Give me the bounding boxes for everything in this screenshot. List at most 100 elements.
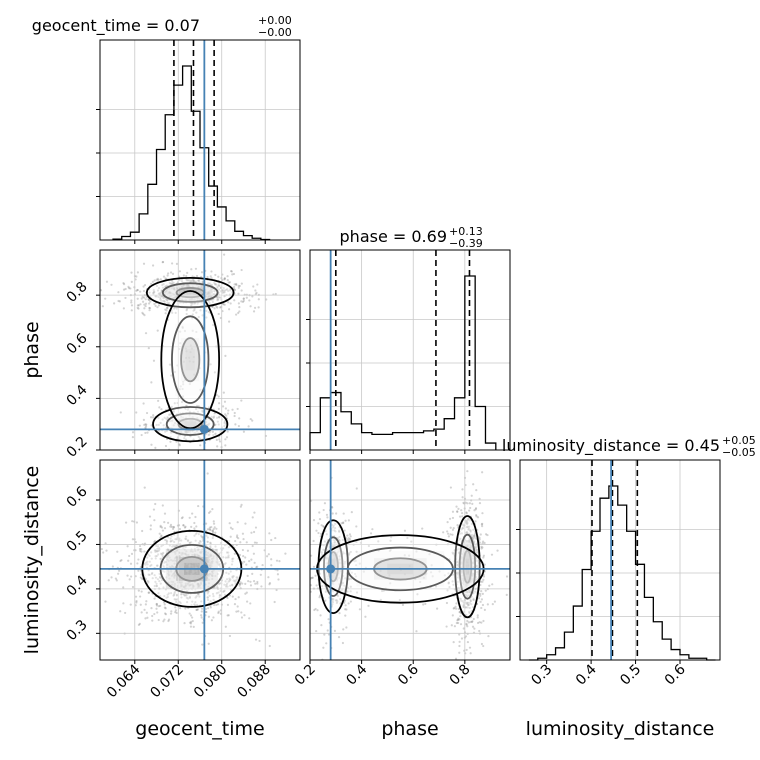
sample-point xyxy=(161,295,164,298)
sample-point xyxy=(179,385,182,388)
sample-point xyxy=(214,282,217,286)
sample-point xyxy=(468,564,471,567)
sample-point xyxy=(185,431,188,434)
sample-point xyxy=(468,611,471,615)
sample-point xyxy=(152,414,155,417)
sample-point xyxy=(332,590,335,593)
sample-point xyxy=(168,363,172,366)
sample-point xyxy=(233,580,236,583)
sample-point xyxy=(465,571,468,574)
sample-point xyxy=(318,511,321,514)
sample-point xyxy=(134,540,137,544)
sample-point xyxy=(225,583,228,587)
sample-point xyxy=(229,578,232,581)
sample-point xyxy=(188,596,192,599)
sample-point xyxy=(192,558,195,561)
sample-point xyxy=(228,281,231,284)
sample-point xyxy=(175,611,178,615)
quantile-truth-layer xyxy=(173,40,639,660)
sample-point xyxy=(190,560,193,563)
sample-point xyxy=(148,309,151,312)
sample-point xyxy=(188,581,191,584)
sample-point xyxy=(154,576,158,579)
sample-point xyxy=(79,270,81,272)
sample-point xyxy=(249,305,252,308)
sample-point xyxy=(466,575,469,578)
sample-point xyxy=(171,292,174,295)
sample-point xyxy=(398,598,401,602)
sample-point xyxy=(211,560,214,563)
sample-point xyxy=(457,607,460,610)
sample-point xyxy=(122,288,126,291)
sample-point xyxy=(159,524,162,527)
sample-point xyxy=(149,416,153,419)
sample-point xyxy=(175,594,178,597)
sample-point xyxy=(164,607,167,610)
sample-point xyxy=(173,422,177,425)
sample-point xyxy=(231,557,234,561)
sample-point xyxy=(491,583,494,586)
sample-point xyxy=(473,509,476,512)
sample-point xyxy=(154,557,157,560)
density-block xyxy=(465,558,470,575)
sample-point xyxy=(150,557,153,560)
sample-point xyxy=(479,580,482,583)
sample-point xyxy=(152,291,155,294)
sample-point xyxy=(134,595,138,598)
sample-point xyxy=(193,547,196,550)
sample-point xyxy=(456,580,459,584)
sample-point xyxy=(153,302,156,306)
sample-point xyxy=(149,524,152,527)
sample-point xyxy=(468,562,471,565)
sample-point xyxy=(460,574,463,578)
sample-point xyxy=(194,532,197,536)
sample-point xyxy=(331,603,334,606)
sample-point xyxy=(161,286,165,289)
sample-point xyxy=(100,289,103,292)
sample-point xyxy=(164,290,167,294)
sample-point xyxy=(217,423,220,426)
sample-point xyxy=(174,550,177,553)
sample-point xyxy=(209,289,213,292)
sample-point xyxy=(312,539,315,543)
sample-point xyxy=(467,517,470,520)
sample-point xyxy=(268,582,272,585)
sample-point xyxy=(157,553,160,556)
sample-point xyxy=(164,285,167,288)
sample-point xyxy=(346,538,349,541)
sample-point xyxy=(468,566,471,569)
sample-point xyxy=(217,563,220,566)
tick-label: 0.4 xyxy=(64,572,91,599)
sample-point xyxy=(212,527,215,531)
sample-point xyxy=(94,568,96,570)
panel-frame xyxy=(99,459,301,661)
sample-point xyxy=(216,296,219,299)
sample-point xyxy=(230,269,233,273)
sample-point xyxy=(182,552,185,555)
sample-point xyxy=(471,557,474,560)
sample-point xyxy=(163,416,166,419)
sample-point xyxy=(465,573,468,576)
sample-point xyxy=(192,279,195,282)
sample-point xyxy=(334,566,337,569)
title-geocent-time: geocent_time = 0.07 xyxy=(32,16,200,36)
sample-point xyxy=(188,621,192,624)
sample-point xyxy=(144,304,147,308)
sample-point xyxy=(456,571,460,574)
sample-point xyxy=(155,604,159,607)
sample-point xyxy=(200,600,203,603)
sample-point xyxy=(473,533,476,537)
sample-point xyxy=(179,602,182,605)
tick-label: 0.4 xyxy=(64,382,91,409)
sample-point xyxy=(353,572,357,576)
sample-point xyxy=(143,608,146,611)
sample-point xyxy=(204,295,207,298)
sample-point xyxy=(217,288,221,291)
sample-point xyxy=(480,598,484,601)
sample-point xyxy=(364,615,367,618)
sample-point xyxy=(172,281,175,284)
sample-point xyxy=(163,521,166,524)
sample-point xyxy=(468,546,471,549)
sample-point xyxy=(139,566,142,569)
sample-point xyxy=(226,614,229,617)
